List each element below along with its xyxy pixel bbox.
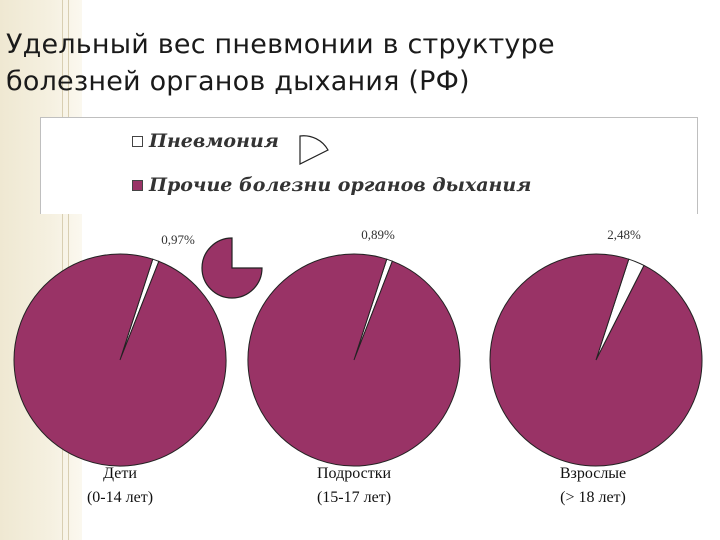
decorative-line (62, 0, 63, 540)
group-name: Подростки (316, 465, 392, 482)
pie-data-label: 0,89% (361, 227, 395, 242)
group-age: (0-14 лет) (86, 489, 154, 506)
category-label-children: Дети (0-14 лет) (40, 462, 200, 510)
legend-label-pneumonia: Пневмония (149, 130, 279, 152)
pie-data-label: 0,97% (161, 232, 195, 247)
group-name: Взрослые (559, 465, 627, 482)
pie-slice-other (13, 253, 227, 467)
group-age: (15-17 лет) (316, 489, 392, 506)
legend-label-other: Прочие болезни органов дыхания (149, 174, 532, 196)
legend-item-other: Прочие болезни органов дыхания (132, 174, 531, 196)
legend-item-pneumonia: Пневмония (132, 130, 279, 152)
slide-title: Удельный вес пневмонии в структуре болез… (6, 26, 706, 100)
title-line-2: болезней органов дыхания (РФ) (6, 66, 470, 97)
legend-swatch-pneumonia (132, 135, 143, 147)
group-name: Дети (103, 465, 137, 482)
legend-swatch-other (132, 179, 143, 191)
pie-data-label: 2,48% (607, 227, 641, 242)
pie-slice-other (489, 253, 703, 467)
pie-slice-other (247, 253, 461, 467)
legend-decor-pie-other (201, 237, 263, 299)
group-age: (> 18 лет) (560, 489, 626, 506)
chart-frame (40, 117, 698, 214)
category-label-teens: Подростки (15-17 лет) (274, 462, 434, 510)
title-line-1: Удельный вес пневмонии в структуре (6, 29, 555, 60)
category-label-adults: Взрослые (> 18 лет) (513, 462, 673, 510)
legend-decor-pie-pneumonia (299, 135, 329, 165)
